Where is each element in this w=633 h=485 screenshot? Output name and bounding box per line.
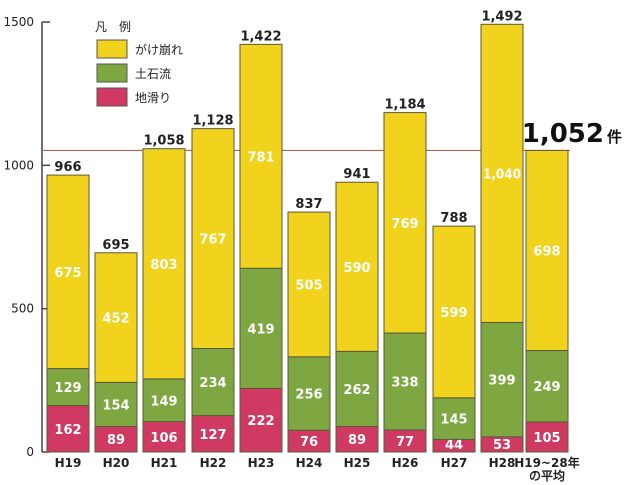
bar-segment — [525, 421, 569, 453]
x-tick-label: H20 — [103, 456, 130, 470]
bar-segment — [142, 148, 186, 380]
x-tick-label: H22 — [200, 456, 227, 470]
bar-segment — [46, 368, 90, 407]
legend-title: 凡 例 — [95, 20, 131, 34]
bar-segment — [480, 23, 524, 323]
x-tick-label: H24 — [296, 456, 323, 470]
bar-segment — [480, 321, 524, 438]
segment-value-label: 127 — [199, 428, 226, 443]
legend-label: がけ崩れ — [135, 42, 183, 57]
bar-segment — [191, 128, 235, 350]
segment-value-label: 162 — [54, 423, 81, 438]
total-label: 941 — [343, 167, 370, 182]
segment-value-label: 399 — [488, 374, 515, 389]
bar-segment — [94, 381, 138, 427]
segment-value-label: 105 — [533, 431, 560, 446]
segment-value-label: 698 — [533, 244, 560, 259]
x-tick-label: H26 — [392, 456, 419, 470]
segment-value-label: 234 — [199, 376, 226, 391]
x-tick-label: の平均 — [529, 468, 565, 483]
y-tick-label: 0 — [26, 445, 34, 459]
bar-segment — [142, 421, 186, 453]
average-annotation-unit: 件 — [607, 128, 622, 146]
total-label: 1,492 — [481, 9, 522, 24]
x-tick-label: H23 — [248, 456, 275, 470]
segment-value-label: 77 — [396, 435, 414, 450]
x-tick-label: H25 — [344, 456, 371, 470]
bar-segment — [525, 350, 569, 423]
segment-value-label: 53 — [493, 438, 511, 453]
segment-value-label: 781 — [247, 150, 274, 165]
segment-value-label: 106 — [150, 431, 177, 446]
y-tick-label: 1500 — [3, 15, 34, 29]
x-tick-label: H21 — [151, 456, 178, 470]
x-tick-label: H28 — [489, 456, 516, 470]
segment-value-label: 149 — [150, 394, 177, 409]
bar-segment — [239, 267, 283, 389]
segment-value-label: 505 — [295, 278, 322, 293]
bar-segment — [383, 112, 427, 334]
bar-segment — [46, 405, 90, 453]
bar-segment — [94, 252, 138, 383]
segment-value-label: 256 — [295, 388, 322, 403]
segment-value-label: 89 — [348, 433, 366, 448]
segment-value-label: 767 — [199, 233, 226, 248]
segment-value-label: 76 — [300, 435, 318, 450]
segment-value-label: 145 — [440, 413, 467, 428]
segment-value-label: 675 — [54, 266, 81, 281]
segment-value-label: 590 — [343, 261, 370, 276]
legend-swatch — [96, 39, 128, 59]
bar-segment — [383, 332, 427, 431]
y-tick-label: 500 — [11, 302, 34, 316]
average-annotation-number: 1,052 — [522, 119, 604, 149]
bar-segment — [239, 43, 283, 269]
legend-label: 土石流 — [135, 67, 171, 81]
segment-value-label: 249 — [533, 380, 560, 395]
total-label: 1,128 — [192, 114, 233, 129]
segment-value-label: 769 — [391, 217, 418, 232]
segment-value-label: 452 — [102, 312, 129, 327]
segment-value-label: 262 — [343, 383, 370, 398]
total-label: 1,422 — [240, 29, 281, 44]
x-tick-label: H19~28年 — [514, 455, 580, 470]
segment-value-label: 222 — [247, 414, 274, 429]
total-label: 837 — [295, 197, 322, 212]
legend-swatch — [96, 63, 128, 83]
bar-segment — [287, 356, 331, 431]
segment-value-label: 803 — [150, 258, 177, 273]
segment-value-label: 154 — [102, 398, 129, 413]
x-tick-label: H27 — [441, 456, 468, 470]
total-label: 1,184 — [384, 98, 425, 113]
total-label: 966 — [54, 160, 81, 175]
y-tick-label: 1000 — [3, 158, 34, 172]
bar-segment — [142, 378, 186, 423]
segment-value-label: 419 — [247, 322, 274, 337]
segment-value-label: 1,040 — [483, 167, 521, 182]
bar-segment — [432, 225, 476, 399]
x-tick-label: H19 — [55, 456, 82, 470]
bar-segment — [335, 181, 379, 352]
segment-value-label: 129 — [54, 381, 81, 396]
segment-value-label: 44 — [445, 438, 463, 453]
total-label: 788 — [440, 211, 467, 226]
bar-segment — [191, 348, 235, 417]
bar-segment — [525, 149, 569, 352]
bar-segment — [287, 211, 331, 358]
total-label: 1,058 — [143, 134, 184, 149]
total-label: 695 — [102, 238, 129, 253]
legend-label: 地滑り — [135, 91, 171, 105]
bar-segment — [46, 174, 90, 370]
segment-value-label: 89 — [107, 433, 125, 448]
bars: 162 129 675 966 H19 89 154 452 695 H20 106 149 803 1,… — [46, 9, 580, 483]
bar-segment — [432, 397, 476, 440]
legend-swatch — [96, 87, 128, 107]
segment-value-label: 599 — [440, 306, 467, 321]
segment-value-label: 338 — [391, 375, 418, 390]
